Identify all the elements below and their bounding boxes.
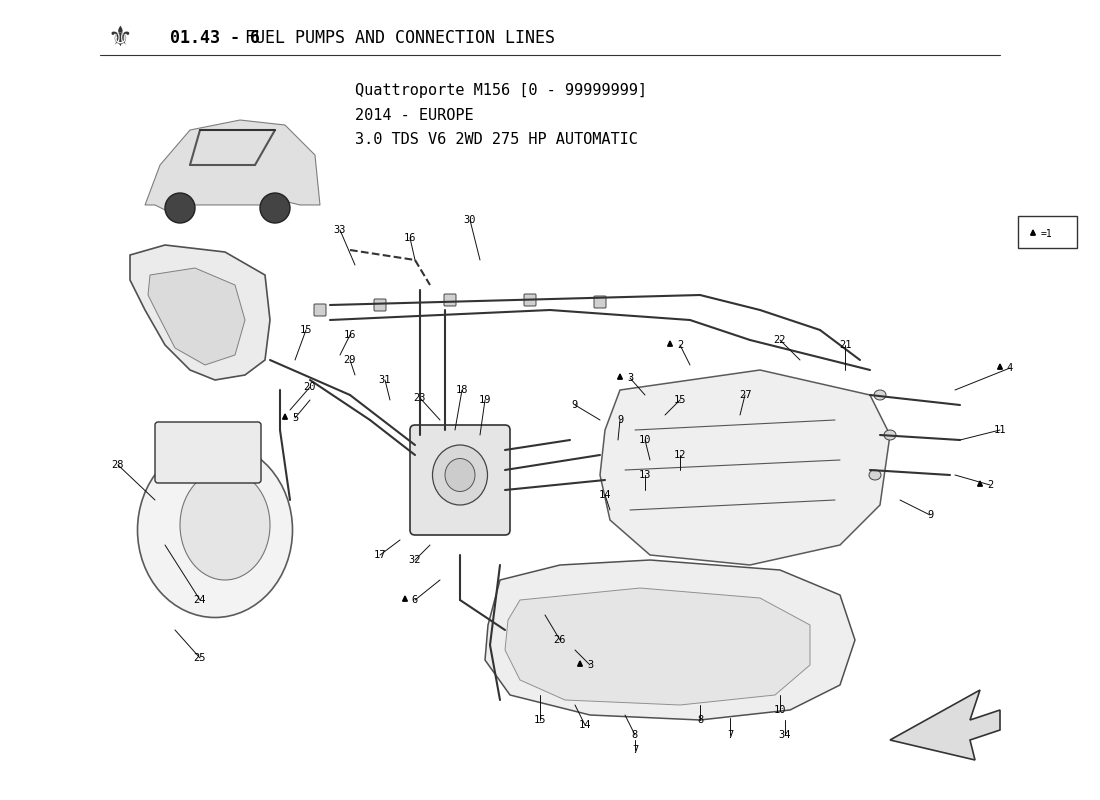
Ellipse shape bbox=[446, 458, 475, 491]
Text: 15: 15 bbox=[673, 395, 686, 405]
Text: 18: 18 bbox=[455, 385, 469, 395]
Text: 9: 9 bbox=[927, 510, 933, 520]
Ellipse shape bbox=[874, 390, 886, 400]
Text: 21: 21 bbox=[838, 340, 851, 350]
Text: 4: 4 bbox=[1006, 363, 1013, 373]
Text: 13: 13 bbox=[639, 470, 651, 480]
Text: 33: 33 bbox=[333, 225, 346, 235]
Ellipse shape bbox=[432, 445, 487, 505]
Text: 30: 30 bbox=[464, 215, 476, 225]
Text: 7: 7 bbox=[727, 730, 733, 740]
Circle shape bbox=[165, 193, 195, 223]
Text: 14: 14 bbox=[598, 490, 612, 500]
Text: 2014 - EUROPE: 2014 - EUROPE bbox=[355, 107, 474, 122]
Text: 8: 8 bbox=[697, 715, 703, 725]
Polygon shape bbox=[505, 588, 810, 705]
Text: 12: 12 bbox=[673, 450, 686, 460]
Text: 8: 8 bbox=[631, 730, 638, 740]
FancyBboxPatch shape bbox=[524, 294, 536, 306]
Polygon shape bbox=[403, 596, 407, 602]
Text: 32: 32 bbox=[409, 555, 421, 565]
Text: 7: 7 bbox=[631, 745, 638, 755]
Polygon shape bbox=[485, 560, 855, 720]
Text: 17: 17 bbox=[374, 550, 386, 560]
FancyBboxPatch shape bbox=[410, 425, 510, 535]
Text: 19: 19 bbox=[478, 395, 492, 405]
FancyBboxPatch shape bbox=[374, 299, 386, 311]
Text: 15: 15 bbox=[534, 715, 547, 725]
FancyBboxPatch shape bbox=[155, 422, 261, 483]
Text: 01.43 - 6: 01.43 - 6 bbox=[170, 29, 270, 47]
Text: =1: =1 bbox=[1041, 229, 1053, 239]
Text: 27: 27 bbox=[739, 390, 751, 400]
Polygon shape bbox=[1031, 230, 1035, 235]
FancyBboxPatch shape bbox=[1018, 216, 1077, 248]
Text: ⚜: ⚜ bbox=[108, 24, 132, 52]
Text: 3: 3 bbox=[587, 660, 593, 670]
Polygon shape bbox=[978, 481, 982, 486]
Text: 3: 3 bbox=[627, 373, 634, 383]
Ellipse shape bbox=[869, 470, 881, 480]
Polygon shape bbox=[890, 690, 1000, 760]
Text: Quattroporte M156 [0 - 99999999]: Quattroporte M156 [0 - 99999999] bbox=[355, 82, 647, 98]
Text: 14: 14 bbox=[579, 720, 592, 730]
Text: 5: 5 bbox=[292, 413, 298, 423]
Text: 3.0 TDS V6 2WD 275 HP AUTOMATIC: 3.0 TDS V6 2WD 275 HP AUTOMATIC bbox=[355, 133, 638, 147]
Text: 11: 11 bbox=[993, 425, 1007, 435]
Polygon shape bbox=[617, 374, 623, 379]
Text: 2: 2 bbox=[987, 480, 993, 490]
Ellipse shape bbox=[180, 470, 270, 580]
Text: 10: 10 bbox=[639, 435, 651, 445]
Text: 28: 28 bbox=[112, 460, 124, 470]
Text: 34: 34 bbox=[779, 730, 791, 740]
Text: 25: 25 bbox=[194, 653, 207, 663]
FancyBboxPatch shape bbox=[444, 294, 456, 306]
Text: 16: 16 bbox=[404, 233, 416, 243]
FancyBboxPatch shape bbox=[314, 304, 326, 316]
Text: 22: 22 bbox=[773, 335, 786, 345]
Text: 24: 24 bbox=[194, 595, 207, 605]
Text: 10: 10 bbox=[773, 705, 786, 715]
Polygon shape bbox=[130, 245, 270, 380]
Text: 26: 26 bbox=[553, 635, 566, 645]
Polygon shape bbox=[148, 268, 245, 365]
Text: 9: 9 bbox=[617, 415, 623, 425]
Text: 9: 9 bbox=[572, 400, 579, 410]
FancyBboxPatch shape bbox=[594, 296, 606, 308]
Text: 16: 16 bbox=[343, 330, 356, 340]
Polygon shape bbox=[145, 120, 320, 210]
Ellipse shape bbox=[884, 430, 896, 440]
Text: 29: 29 bbox=[343, 355, 356, 365]
Polygon shape bbox=[600, 370, 890, 565]
Text: 31: 31 bbox=[378, 375, 392, 385]
Polygon shape bbox=[668, 341, 672, 346]
Circle shape bbox=[260, 193, 290, 223]
Polygon shape bbox=[998, 364, 1002, 370]
Text: FUEL PUMPS AND CONNECTION LINES: FUEL PUMPS AND CONNECTION LINES bbox=[245, 29, 556, 47]
Text: 2: 2 bbox=[676, 340, 683, 350]
Text: 23: 23 bbox=[414, 393, 427, 403]
Polygon shape bbox=[283, 414, 287, 419]
Text: 6: 6 bbox=[411, 595, 418, 605]
Text: 15: 15 bbox=[299, 325, 312, 335]
Ellipse shape bbox=[138, 442, 293, 618]
Text: 20: 20 bbox=[304, 382, 317, 392]
Polygon shape bbox=[578, 661, 582, 666]
